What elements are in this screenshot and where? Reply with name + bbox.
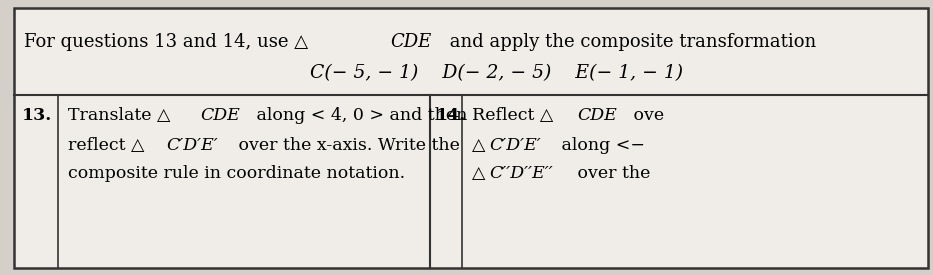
Text: over the x-axis. Write the: over the x-axis. Write the <box>233 136 460 153</box>
Text: over the: over the <box>572 166 650 183</box>
Text: C′D′E′: C′D′E′ <box>489 136 541 153</box>
Text: CDE: CDE <box>577 106 617 123</box>
Text: reflect △: reflect △ <box>68 136 145 153</box>
Text: Translate △: Translate △ <box>68 106 171 123</box>
Text: △: △ <box>472 136 485 153</box>
Text: For questions 13 and 14, use △: For questions 13 and 14, use △ <box>24 33 308 51</box>
Text: CDE: CDE <box>391 33 432 51</box>
Text: 13.: 13. <box>22 106 52 123</box>
Text: C′D′E′: C′D′E′ <box>167 136 218 153</box>
Text: along <−: along <− <box>556 136 645 153</box>
Text: C(− 5, − 1)    D(− 2, − 5)    E(− 1, − 1): C(− 5, − 1) D(− 2, − 5) E(− 1, − 1) <box>310 64 683 82</box>
Text: ove: ove <box>628 106 664 123</box>
Text: along < 4, 0 > and then: along < 4, 0 > and then <box>251 106 467 123</box>
Text: Reflect △: Reflect △ <box>472 106 553 123</box>
Text: CDE: CDE <box>200 106 240 123</box>
Text: △: △ <box>472 166 485 183</box>
Text: and apply the composite transformation: and apply the composite transformation <box>444 33 816 51</box>
Text: C′′D′′E′′: C′′D′′E′′ <box>489 166 553 183</box>
Text: composite rule in coordinate notation.: composite rule in coordinate notation. <box>68 166 405 183</box>
Text: 14.: 14. <box>436 106 466 123</box>
